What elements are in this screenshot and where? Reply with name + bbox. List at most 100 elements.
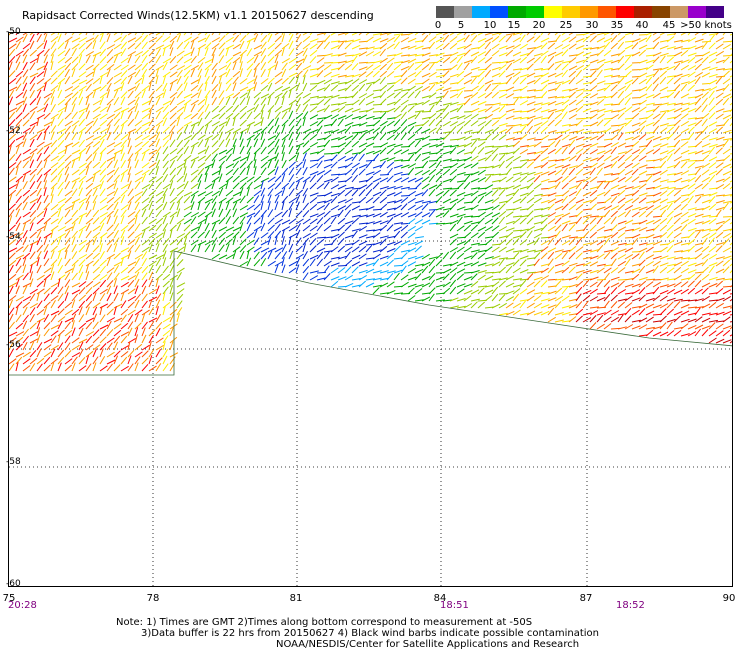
wind-barb xyxy=(526,225,535,232)
wind-barb xyxy=(92,68,96,78)
wind-barb xyxy=(414,139,421,148)
wind-barb xyxy=(218,97,225,106)
wind-barb xyxy=(498,70,506,78)
wind-barb xyxy=(113,223,120,232)
wind-barb xyxy=(652,69,659,78)
wind-barb xyxy=(253,112,261,120)
wind-barb xyxy=(512,68,522,71)
wind-barb xyxy=(36,226,46,232)
wind-barb xyxy=(708,265,715,274)
wind-barb xyxy=(274,247,284,253)
wind-barb xyxy=(582,230,590,239)
wind-barb xyxy=(393,204,402,211)
wind-barb xyxy=(148,317,158,323)
wind-barb xyxy=(708,192,718,197)
wind-barb xyxy=(701,303,711,309)
wind-barb xyxy=(169,35,178,43)
wind-barb xyxy=(652,204,662,211)
wind-barb xyxy=(344,39,354,43)
wind-barb xyxy=(148,224,157,232)
wind-barb xyxy=(239,145,245,155)
wind-barb xyxy=(113,36,122,43)
wind-barb xyxy=(50,344,59,351)
wind-barb xyxy=(729,235,732,239)
wind-barb xyxy=(239,182,247,190)
wind-barb xyxy=(463,33,467,36)
wind-barb xyxy=(253,68,257,78)
wind-barb xyxy=(204,240,214,246)
wind-barb xyxy=(715,268,725,274)
wind-barb xyxy=(505,167,512,176)
wind-barb xyxy=(64,33,67,36)
wind-barb xyxy=(421,169,430,176)
wind-barb xyxy=(15,216,22,225)
wind-barb xyxy=(204,244,211,253)
wind-barb xyxy=(645,278,656,281)
wind-barb xyxy=(547,55,555,64)
wind-barb xyxy=(134,55,141,64)
wind-barb xyxy=(15,202,23,211)
wind-barb xyxy=(183,139,190,148)
wind-barb xyxy=(351,133,359,141)
wind-barb xyxy=(295,145,301,155)
wind-barb xyxy=(155,285,160,295)
wind-barb xyxy=(29,49,38,57)
wind-barb xyxy=(15,100,25,106)
wind-barb xyxy=(120,335,128,344)
wind-barb xyxy=(442,198,452,204)
wind-barb xyxy=(120,275,130,281)
wind-barb xyxy=(253,147,261,155)
wind-barb xyxy=(113,252,121,260)
wind-barb xyxy=(204,173,208,183)
wind-barb xyxy=(722,68,732,71)
wind-barb xyxy=(449,108,459,113)
wind-barb xyxy=(50,125,57,134)
wind-barb xyxy=(197,43,206,50)
wind-barb xyxy=(659,255,669,260)
wind-barb xyxy=(365,257,375,260)
wind-barb xyxy=(687,312,697,316)
wind-barb xyxy=(358,245,367,253)
wind-barb xyxy=(78,33,83,36)
wind-barb xyxy=(36,317,46,323)
wind-barb xyxy=(687,96,697,99)
wind-barb xyxy=(134,278,140,288)
wind-barb xyxy=(687,37,697,43)
wind-barb xyxy=(43,33,48,43)
wind-barb xyxy=(127,363,134,372)
wind-barb xyxy=(99,167,107,176)
wind-barb xyxy=(85,280,94,288)
wind-barb xyxy=(253,54,259,64)
wind-barb xyxy=(253,91,262,99)
wind-barb xyxy=(22,365,31,372)
wind-barb xyxy=(722,266,730,274)
wind-barb xyxy=(176,222,182,232)
wind-barb xyxy=(22,211,31,218)
wind-barb xyxy=(50,96,55,106)
wind-barb xyxy=(407,241,417,246)
wind-barb xyxy=(596,96,606,99)
wind-barb xyxy=(29,89,35,99)
wind-barb xyxy=(141,208,147,218)
wind-barb xyxy=(568,123,578,127)
wind-barb xyxy=(624,176,633,183)
wind-barb xyxy=(414,288,423,295)
wind-barb xyxy=(9,55,16,64)
wind-barb xyxy=(288,131,294,141)
wind-barb xyxy=(694,306,704,309)
wind-barb xyxy=(22,173,27,183)
wind-barb xyxy=(323,104,330,113)
wind-barb xyxy=(372,177,382,183)
wind-barb xyxy=(526,203,535,211)
wind-barb xyxy=(673,232,682,239)
wind-barb xyxy=(386,259,394,267)
wind-barb xyxy=(449,64,458,71)
legend-label: 45 xyxy=(662,20,676,31)
wind-barb xyxy=(659,70,668,78)
wind-barb xyxy=(624,295,633,302)
wind-barb xyxy=(113,243,118,253)
wind-barb xyxy=(295,152,300,162)
wind-barb xyxy=(701,88,711,92)
wind-barb xyxy=(526,263,536,267)
wind-barb xyxy=(673,33,677,36)
